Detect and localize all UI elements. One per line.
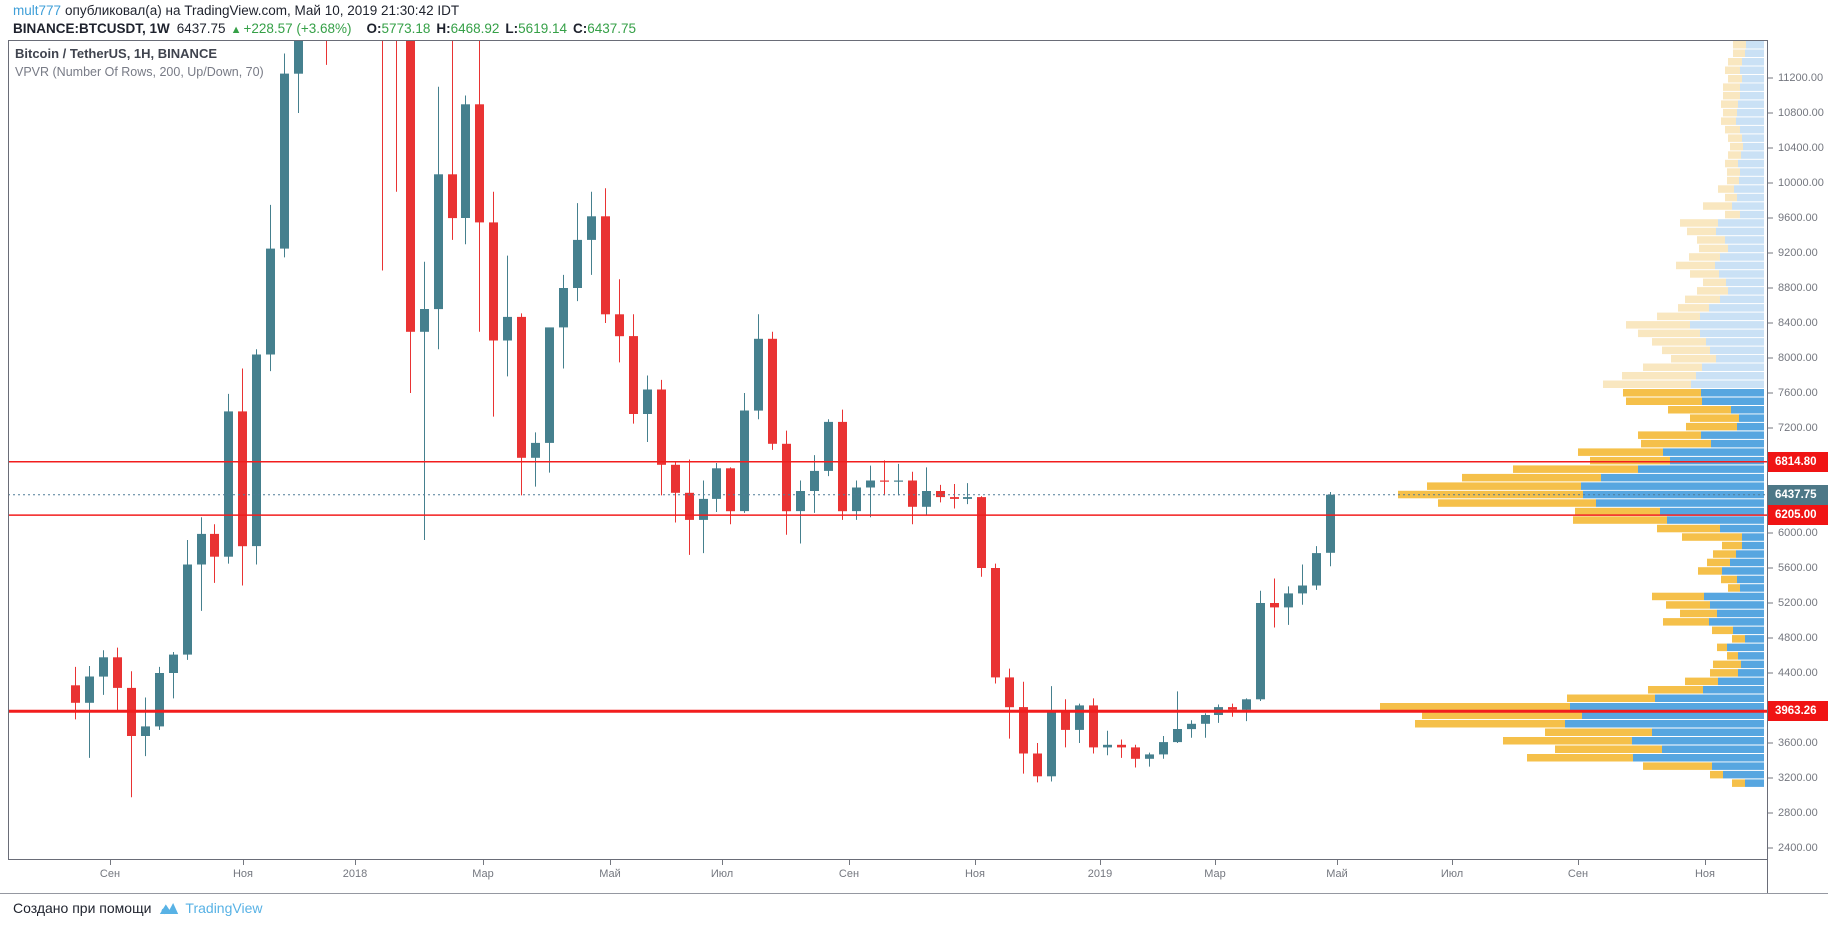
tradingview-brand-link[interactable]: TradingView	[185, 900, 263, 916]
created-with-text: Создано при помощи	[13, 900, 152, 916]
price-tick-label: 2800.00	[1778, 806, 1818, 819]
price-tick-label: 9600.00	[1778, 211, 1818, 224]
price-tick-label: 8000.00	[1778, 351, 1818, 364]
price-tick-label: 10400.00	[1778, 141, 1824, 154]
time-axis-label: Ноя	[232, 868, 254, 880]
chart-legend[interactable]: Bitcoin / TetherUS, 1H, BINANCE VPVR (Nu…	[15, 45, 264, 80]
volume-profile	[1380, 41, 1764, 787]
published-text: опубликовал(а) на TradingView.com, Май 1…	[65, 3, 460, 18]
price-tick-label: 3600.00	[1778, 736, 1818, 749]
time-axis-label: Ноя	[1694, 868, 1716, 880]
indicator-label-vpvr: VPVR (Number Of Rows, 200, Up/Down, 70)	[15, 65, 264, 79]
time-axis-label: 2019	[1087, 868, 1113, 880]
price-change: ▲ +228.57 (+3.68%)	[231, 21, 352, 36]
price-tick-label: 8400.00	[1778, 316, 1818, 329]
low-label: L:	[505, 21, 519, 36]
time-axis-label: 2018	[342, 868, 368, 880]
price-level-tag: 3963.26	[1768, 701, 1828, 722]
time-axis-label: Сен	[99, 868, 121, 880]
price-level-tag: 6814.80	[1768, 451, 1828, 472]
page-footer: Создано при помощи TradingView	[13, 900, 262, 916]
time-axis-label: Май	[599, 868, 621, 880]
price-tick-label: 8800.00	[1778, 281, 1818, 294]
time-axis-label: Сен	[1567, 868, 1589, 880]
publish-info-line: mult777 опубликовал(а) на TradingView.com…	[13, 2, 636, 19]
time-axis-label: Мар	[1204, 868, 1226, 880]
price-tick-label: 11200.00	[1778, 71, 1824, 84]
open-label: O:	[366, 21, 382, 36]
price-tick-label: 2400.00	[1778, 841, 1818, 854]
price-tick-label: 7200.00	[1778, 421, 1818, 434]
time-axis-label: Сен	[838, 868, 860, 880]
last-price: 6437.75	[176, 21, 226, 36]
publish-header: mult777 опубликовал(а) на TradingView.com…	[13, 2, 636, 39]
price-tick-label: 3200.00	[1778, 771, 1818, 784]
change-value: +228.57 (+3.68%)	[243, 21, 352, 36]
time-axis-label: Май	[1326, 868, 1348, 880]
price-tick-label: 7600.00	[1778, 386, 1818, 399]
price-level-tag: 6205.00	[1768, 505, 1828, 526]
time-axis-label: Июл	[710, 868, 734, 880]
tradingview-logo-icon	[158, 901, 180, 915]
price-tick-label: 10800.00	[1778, 106, 1824, 119]
open-value: 5773.18	[381, 21, 431, 36]
price-tick-label: 6000.00	[1778, 526, 1818, 539]
price-tick-label: 9200.00	[1778, 246, 1818, 259]
price-tick-label: 4400.00	[1778, 666, 1818, 679]
author-link[interactable]: mult777	[13, 3, 62, 18]
price-lines	[9, 460, 1767, 713]
price-tick-label: 10000.00	[1778, 176, 1824, 189]
close-value: 6437.75	[587, 21, 637, 36]
price-tick-label: 4800.00	[1778, 631, 1818, 644]
time-axis-label: Ноя	[964, 868, 986, 880]
candles	[71, 41, 1335, 798]
price-tick-label: 5600.00	[1778, 561, 1818, 574]
close-label: C:	[572, 21, 588, 36]
low-value: 5619.14	[518, 21, 567, 36]
time-axis-label: Июл	[1440, 868, 1464, 880]
up-triangle-icon: ▲	[230, 24, 242, 36]
price-tick-label: 5200.00	[1778, 596, 1818, 609]
symbol-status-line: BINANCE:BTCUSDT, 1W 6437.75 ▲ +228.57 (+3.6…	[13, 20, 636, 39]
current-price-tag: 6437.75	[1768, 484, 1828, 505]
high-label: H:	[436, 21, 451, 36]
time-axis-label: Мар	[472, 868, 494, 880]
chart-title: Bitcoin / TetherUS, 1H, BINANCE	[15, 46, 218, 61]
high-value: 6468.92	[450, 21, 500, 36]
symbol-title: BINANCE:BTCUSDT, 1W	[13, 21, 170, 36]
